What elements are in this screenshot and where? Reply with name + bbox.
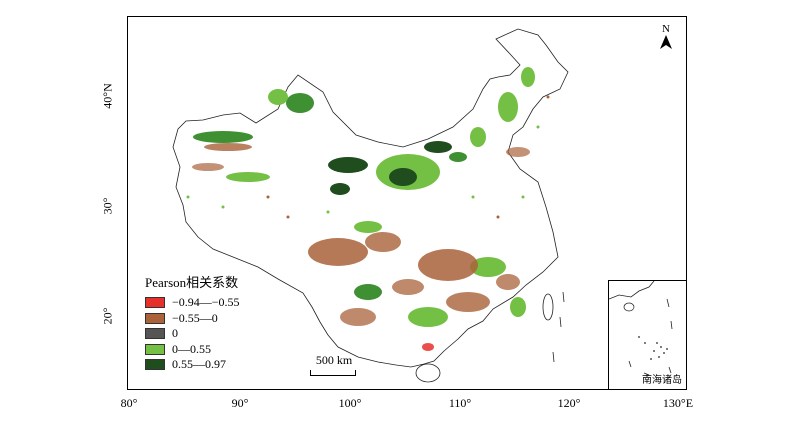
y-tick-30: 30° xyxy=(100,197,115,215)
x-tick-110: 110° xyxy=(448,396,472,410)
south-china-sea-inset: 南海诸岛 xyxy=(608,280,687,390)
positive-correlation-patches xyxy=(193,67,535,327)
legend: Pearson相关系数 −0.94—−0.55 −0.55—0 0 0—0.55… xyxy=(145,272,275,373)
scale-label: 500 km xyxy=(315,353,353,367)
x-tick-130: 130°E xyxy=(662,396,694,410)
scattered-pixels xyxy=(186,95,550,219)
map-frame xyxy=(127,16,687,390)
legend-title: Pearson相关系数 xyxy=(145,275,239,290)
legend-item: 0 xyxy=(145,326,275,342)
north-arrow: N xyxy=(657,23,675,54)
legend-swatch xyxy=(145,328,165,340)
legend-label: 0—0.55 xyxy=(172,341,211,356)
x-tick-120: 120° xyxy=(557,396,581,410)
map-canvas xyxy=(172,28,569,383)
legend-swatch xyxy=(145,312,165,324)
legend-item: 0—0.55 xyxy=(145,342,275,358)
legend-swatch xyxy=(145,359,165,371)
y-tick-20: 20° xyxy=(100,307,115,325)
scale-line xyxy=(310,370,356,376)
legend-label: −0.55—0 xyxy=(172,310,218,325)
scale-bar: 500 km xyxy=(310,353,358,376)
legend-item: −0.55—0 xyxy=(145,311,275,327)
legend-swatch xyxy=(145,343,165,355)
negative-correlation-patches xyxy=(192,143,530,351)
legend-label: 0.55—0.97 xyxy=(172,357,226,372)
sea-island-dashes xyxy=(552,291,565,363)
north-arrow-icon xyxy=(660,35,672,49)
y-tick-40: 40°N xyxy=(100,83,115,109)
legend-label: −0.94—−0.55 xyxy=(172,295,240,310)
legend-label: 0 xyxy=(172,326,178,341)
inset-map xyxy=(608,280,673,376)
legend-item: −0.94—−0.55 xyxy=(145,295,275,311)
legend-item: 0.55—0.97 xyxy=(145,357,275,373)
legend-swatch xyxy=(145,297,165,309)
x-tick-80: 80° xyxy=(120,396,138,410)
taiwan-island xyxy=(542,293,554,321)
x-tick-100: 100° xyxy=(338,396,362,410)
x-tick-90: 90° xyxy=(231,396,249,410)
hainan-island xyxy=(415,363,441,383)
inset-label: 南海诸岛 xyxy=(642,375,682,386)
north-label: N xyxy=(662,23,670,35)
china-outline xyxy=(172,28,569,368)
